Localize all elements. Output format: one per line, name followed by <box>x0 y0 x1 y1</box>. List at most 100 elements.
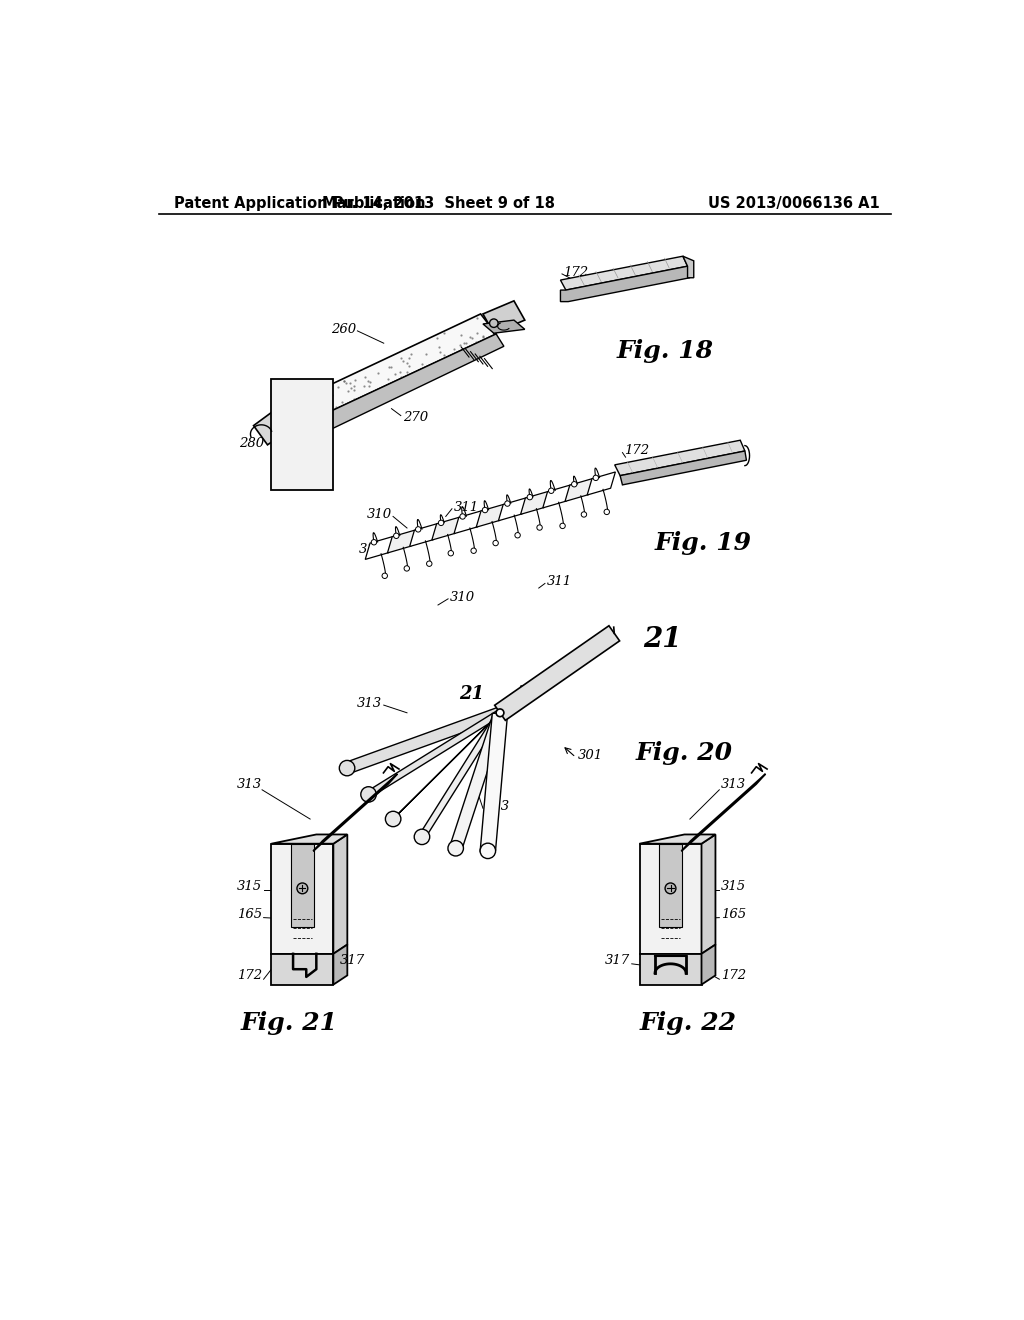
Circle shape <box>460 513 465 519</box>
Polygon shape <box>271 314 496 432</box>
Text: Fig. 21: Fig. 21 <box>241 1011 337 1035</box>
Polygon shape <box>334 834 347 954</box>
Circle shape <box>339 760 354 776</box>
Polygon shape <box>271 379 334 490</box>
Text: 270: 270 <box>403 411 428 424</box>
Text: 301: 301 <box>578 750 603 763</box>
Circle shape <box>482 507 487 512</box>
Text: 311: 311 <box>454 500 478 513</box>
Circle shape <box>505 500 510 507</box>
Text: 172: 172 <box>721 969 746 982</box>
Circle shape <box>415 829 430 845</box>
Polygon shape <box>560 267 690 302</box>
Circle shape <box>382 573 387 578</box>
Polygon shape <box>287 334 504 446</box>
Text: 315: 315 <box>721 880 746 892</box>
Text: 315: 315 <box>237 880 262 892</box>
Circle shape <box>527 495 532 500</box>
Polygon shape <box>291 843 314 927</box>
Text: Fig. 18: Fig. 18 <box>616 339 714 363</box>
Polygon shape <box>366 536 393 560</box>
Circle shape <box>537 525 543 531</box>
Text: Fig. 22: Fig. 22 <box>640 1011 736 1035</box>
Polygon shape <box>640 834 716 843</box>
Circle shape <box>449 550 454 556</box>
Circle shape <box>604 510 609 515</box>
Polygon shape <box>587 473 615 495</box>
Polygon shape <box>560 256 687 290</box>
Text: 313: 313 <box>484 800 510 813</box>
Polygon shape <box>271 843 334 954</box>
Circle shape <box>427 561 432 566</box>
Polygon shape <box>543 484 571 508</box>
Circle shape <box>372 540 377 545</box>
Text: 313: 313 <box>357 697 382 710</box>
Polygon shape <box>483 301 524 333</box>
Polygon shape <box>640 954 701 985</box>
Text: 172: 172 <box>624 445 649 458</box>
Circle shape <box>496 709 504 717</box>
Polygon shape <box>254 412 287 445</box>
Circle shape <box>393 533 399 539</box>
Text: 260: 260 <box>331 323 356 335</box>
Polygon shape <box>334 945 347 985</box>
Circle shape <box>665 883 676 894</box>
Circle shape <box>489 319 498 327</box>
Text: 172: 172 <box>237 969 262 982</box>
Text: 311: 311 <box>358 543 384 556</box>
Text: 313: 313 <box>721 779 746 791</box>
Text: US 2013/0066136 A1: US 2013/0066136 A1 <box>708 195 880 211</box>
Polygon shape <box>495 626 620 721</box>
Polygon shape <box>432 517 460 540</box>
Text: 313: 313 <box>237 779 262 791</box>
Polygon shape <box>701 945 716 985</box>
Text: 21: 21 <box>460 685 484 702</box>
Polygon shape <box>499 498 526 521</box>
Polygon shape <box>271 954 334 985</box>
Polygon shape <box>387 529 416 553</box>
Circle shape <box>416 527 421 532</box>
Text: 311: 311 <box>547 576 571 589</box>
Polygon shape <box>683 256 693 277</box>
Circle shape <box>360 787 376 803</box>
Circle shape <box>571 482 577 487</box>
Polygon shape <box>410 524 438 546</box>
Polygon shape <box>454 511 482 533</box>
Polygon shape <box>701 834 716 954</box>
Text: 317: 317 <box>605 954 630 966</box>
Text: 172: 172 <box>563 265 589 279</box>
Text: Fig. 19: Fig. 19 <box>655 532 752 556</box>
Polygon shape <box>621 451 746 484</box>
Polygon shape <box>365 706 504 801</box>
Polygon shape <box>640 843 701 954</box>
Polygon shape <box>271 834 347 843</box>
Circle shape <box>560 523 565 528</box>
Circle shape <box>493 540 499 545</box>
Polygon shape <box>388 708 506 825</box>
Circle shape <box>447 841 464 855</box>
Polygon shape <box>614 441 744 475</box>
Polygon shape <box>480 711 508 851</box>
Polygon shape <box>344 706 503 775</box>
Text: 165: 165 <box>237 908 262 920</box>
Circle shape <box>593 475 598 480</box>
Circle shape <box>515 532 520 539</box>
Text: 165: 165 <box>721 908 746 920</box>
Text: Mar. 14, 2013  Sheet 9 of 18: Mar. 14, 2013 Sheet 9 of 18 <box>322 195 555 211</box>
Text: Fig. 20: Fig. 20 <box>636 741 732 764</box>
Circle shape <box>471 548 476 553</box>
Polygon shape <box>449 710 507 850</box>
Text: 317: 317 <box>340 954 365 966</box>
Polygon shape <box>483 321 524 333</box>
Text: 310: 310 <box>450 591 475 603</box>
Polygon shape <box>520 491 549 515</box>
Circle shape <box>297 883 308 894</box>
Text: 315: 315 <box>518 685 543 698</box>
Circle shape <box>404 566 410 572</box>
Polygon shape <box>681 774 766 851</box>
Circle shape <box>385 812 400 826</box>
Text: 310: 310 <box>367 508 391 521</box>
Polygon shape <box>416 709 507 841</box>
Text: 280: 280 <box>240 437 264 450</box>
Polygon shape <box>658 843 682 927</box>
